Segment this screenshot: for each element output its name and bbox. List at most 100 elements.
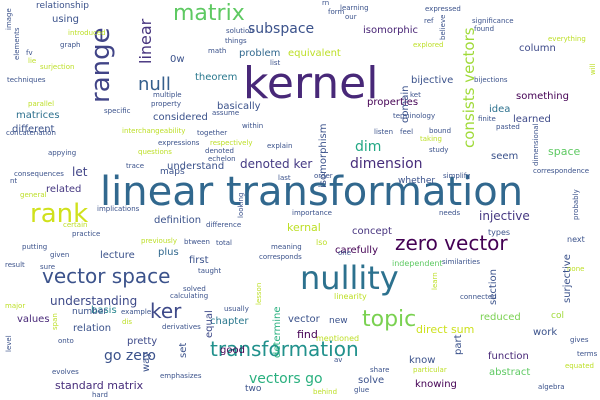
cloud-word: next	[567, 235, 585, 244]
cloud-word: implications	[97, 205, 140, 213]
cloud-word: something	[516, 91, 569, 102]
cloud-word: lecture	[100, 250, 135, 261]
cloud-word: nullity	[300, 259, 399, 297]
cloud-word: reduced	[480, 312, 521, 323]
cloud-word: learn	[431, 272, 439, 290]
cloud-word: rn	[322, 0, 330, 7]
cloud-word: abstract	[489, 367, 531, 378]
cloud-word: different	[12, 124, 55, 135]
cloud-word: explain	[267, 142, 293, 150]
cloud-word: everything	[548, 35, 586, 43]
cloud-word: ker	[150, 299, 182, 323]
cloud-word: seem	[491, 151, 519, 162]
cloud-word: surjection	[40, 63, 75, 71]
cloud-word: questions	[138, 148, 172, 156]
cloud-word: meaning	[271, 243, 302, 251]
cloud-word: lso	[316, 238, 328, 247]
cloud-word: glue	[354, 386, 370, 394]
cloud-word: go zero	[104, 348, 156, 364]
cloud-word: calculating	[170, 292, 209, 300]
cloud-word: fv	[26, 49, 33, 57]
cloud-word: first	[189, 255, 209, 266]
cloud-word: let	[72, 165, 88, 179]
cloud-word: dis	[122, 318, 133, 326]
cloud-word: solve	[358, 375, 385, 386]
cloud-word: expressed	[425, 5, 461, 13]
cloud-word: linearity	[334, 292, 367, 301]
cloud-word: assume	[212, 109, 240, 117]
cloud-word: basically	[217, 101, 261, 112]
cloud-word: col	[551, 311, 564, 321]
cloud-word: good	[220, 345, 245, 356]
cloud-word: one	[338, 249, 352, 257]
cloud-word: ket	[410, 91, 421, 99]
cloud-word: interchangeability	[122, 127, 186, 135]
cloud-word: av	[334, 356, 343, 364]
cloud-word: specific	[104, 107, 131, 115]
cloud-word: will	[589, 63, 597, 75]
cloud-word: taking	[420, 135, 442, 143]
cloud-word: within	[242, 122, 264, 130]
cloud-word: determine	[272, 306, 283, 358]
cloud-word: nt	[10, 177, 18, 185]
cloud-word: share	[370, 366, 390, 374]
cloud-word: 0w	[170, 54, 185, 65]
cloud-word: corresponds	[259, 253, 302, 261]
cloud-word: usually	[224, 305, 249, 313]
cloud-word: linear transformation	[100, 169, 524, 215]
cloud-word: bound	[429, 127, 452, 135]
cloud-word: result	[5, 261, 25, 269]
cloud-word: believe	[439, 14, 447, 40]
cloud-word: certain	[63, 221, 88, 229]
cloud-word: linear	[136, 18, 155, 64]
cloud-word: relationship	[36, 1, 89, 11]
cloud-word: ref	[424, 17, 434, 25]
cloud-word: simplify	[443, 172, 471, 180]
cloud-word: know	[409, 355, 436, 366]
cloud-word: listen	[374, 128, 394, 136]
cloud-word: techniques	[7, 76, 46, 84]
cloud-word: number	[72, 307, 108, 317]
cloud-word: previously	[141, 237, 178, 245]
cloud-word: work	[533, 327, 558, 338]
cloud-word: basis	[91, 305, 117, 316]
cloud-word: onto	[58, 337, 74, 345]
cloud-word: concatenation	[6, 129, 56, 137]
cloud-word: finite	[478, 115, 496, 123]
cloud-word: together	[197, 129, 228, 137]
cloud-word: vectors go	[249, 371, 323, 387]
cloud-word: understand	[167, 161, 225, 172]
cloud-word: denoted	[205, 147, 234, 155]
cloud-word: form	[328, 8, 345, 16]
cloud-word: new	[329, 316, 348, 326]
cloud-word: particular	[413, 366, 447, 374]
cloud-word: last	[278, 174, 291, 182]
cloud-word: similarities	[442, 258, 481, 266]
cloud-word: explored	[413, 41, 444, 49]
cloud-word: whether	[398, 176, 436, 186]
cloud-word: evolves	[52, 368, 79, 376]
cloud-word: found	[474, 25, 495, 33]
cloud-word: multiple	[153, 91, 182, 99]
cloud-word: carefully	[335, 245, 379, 256]
cloud-word: knowing	[415, 379, 457, 390]
cloud-word: consists vectors	[460, 27, 478, 148]
cloud-word: properties	[367, 97, 419, 108]
cloud-word: injective	[479, 209, 530, 223]
cloud-word: putting	[22, 243, 48, 251]
cloud-word: appying	[48, 149, 77, 157]
cloud-word: introduced	[68, 29, 106, 37]
cloud-word: hard	[92, 391, 108, 399]
cloud-word: column	[519, 43, 556, 54]
cloud-word: matrices	[16, 110, 60, 121]
cloud-word: null	[138, 74, 171, 95]
cloud-word: elements	[13, 27, 21, 60]
cloud-word: theorem	[195, 72, 238, 83]
cloud-word: level	[5, 335, 13, 352]
cloud-word: practice	[72, 230, 101, 238]
cloud-word: range	[86, 27, 116, 103]
cloud-word: list	[270, 59, 281, 67]
cloud-word: pasted	[496, 123, 520, 131]
cloud-word: zero vector	[395, 231, 508, 255]
cloud-word: understanding	[50, 294, 138, 308]
